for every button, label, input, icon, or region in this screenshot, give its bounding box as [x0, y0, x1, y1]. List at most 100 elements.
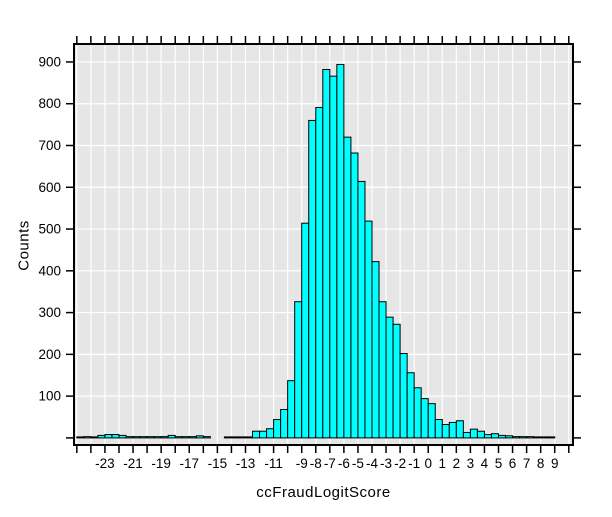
x-axis-title: ccFraudLogitScore [256, 484, 391, 501]
histogram-bar [90, 436, 99, 439]
y-tick-label: 900 [38, 54, 61, 69]
histogram-bar [498, 434, 507, 439]
histogram-bar [259, 430, 268, 439]
y-tick-label: 400 [38, 263, 61, 278]
x-tick-label: 1 [439, 456, 447, 471]
histogram-bar [315, 106, 324, 439]
y-tick-label: 500 [38, 222, 61, 237]
histogram-bar [294, 301, 303, 439]
x-tick-label: 7 [523, 456, 531, 471]
y-tick-label: 800 [38, 96, 61, 111]
histogram-bar [378, 301, 387, 439]
y-tick-label: 100 [38, 389, 61, 404]
x-tick-label: -23 [95, 456, 115, 471]
x-tick-label: 8 [537, 456, 545, 471]
histogram-bar [357, 180, 366, 439]
histogram-bar [244, 436, 254, 439]
histogram-bar [111, 434, 120, 439]
histogram-bar [266, 428, 275, 439]
histogram-bar [533, 436, 542, 439]
histogram-bar [322, 68, 331, 439]
histogram-bar [132, 436, 141, 439]
histogram-bar [448, 421, 457, 439]
histogram-bar [441, 424, 450, 439]
histogram-bar [195, 435, 204, 439]
x-tick-label: -4 [366, 456, 378, 471]
x-tick-label: 0 [424, 456, 432, 471]
x-tick-label: -8 [310, 456, 322, 471]
histogram-bar [413, 387, 422, 439]
histogram-bar [202, 436, 211, 439]
histogram-bar [104, 434, 113, 439]
histogram-bar [76, 436, 85, 439]
histogram-bar [273, 419, 282, 439]
histogram-bar [160, 436, 169, 439]
histogram-bar [371, 261, 380, 439]
histogram-bar [434, 419, 443, 439]
histogram-bar [252, 430, 261, 439]
x-tick-label: 3 [467, 456, 475, 471]
histogram-bar [385, 316, 394, 439]
histogram-bar [287, 380, 296, 439]
histogram-bar [139, 436, 148, 439]
histogram-bar [336, 63, 345, 439]
x-tick-label: -2 [394, 456, 406, 471]
histogram-bar [483, 434, 492, 439]
histogram-bar [406, 372, 415, 439]
histogram-bar [462, 431, 471, 439]
histogram-bar [167, 434, 176, 439]
histogram-bar [97, 434, 106, 439]
x-tick-label: -5 [352, 456, 364, 471]
x-tick-label: -21 [123, 456, 143, 471]
histogram-bar [301, 222, 310, 439]
y-tick-label: 600 [38, 180, 61, 195]
histogram-bar [174, 436, 183, 439]
x-tick-label: 4 [481, 456, 489, 471]
histogram-bar [526, 436, 535, 439]
x-tick-label: -19 [151, 456, 171, 471]
histogram-bar [230, 436, 239, 439]
x-tick-label: -1 [408, 456, 420, 471]
histogram-bar [188, 436, 197, 439]
x-tick-label: -7 [324, 456, 336, 471]
histogram-bar [125, 436, 134, 439]
y-tick-label: 200 [38, 347, 61, 362]
histogram-bar [364, 220, 373, 439]
histogram-bar [83, 436, 92, 439]
histogram-bar [490, 433, 500, 439]
histogram-bar [329, 75, 338, 439]
histogram-bar [118, 434, 127, 439]
x-tick-label: -9 [296, 456, 308, 471]
plot-frame [73, 43, 574, 446]
histogram-bar [455, 420, 464, 439]
histogram-bar [547, 436, 556, 439]
histogram-bar [308, 119, 317, 439]
x-tick-label: -6 [338, 456, 350, 471]
x-tick-label: -3 [380, 456, 392, 471]
y-tick-label: 300 [38, 305, 61, 320]
x-tick-label: 9 [551, 456, 559, 471]
x-tick-label: 6 [509, 456, 517, 471]
histogram-bar [280, 408, 289, 439]
y-tick-label: 700 [38, 138, 61, 153]
x-tick-label: -17 [180, 456, 200, 471]
histogram-bar [237, 436, 246, 439]
histogram-bar [153, 436, 162, 439]
histogram-bar [519, 436, 528, 439]
histogram-bar [181, 436, 190, 439]
histogram-bar [512, 436, 521, 439]
histogram-bar [392, 323, 401, 439]
histogram-bar [343, 136, 352, 439]
x-tick-label: 2 [453, 456, 461, 471]
histogram-bar [476, 430, 485, 439]
x-tick-label: -13 [236, 456, 256, 471]
histogram-bar [223, 436, 232, 439]
x-tick-label: 5 [495, 456, 503, 471]
histogram-bar [420, 398, 429, 439]
histogram-bar [146, 436, 155, 439]
histogram-bar [469, 428, 478, 439]
histogram-bar [540, 436, 549, 439]
x-tick-label: -11 [264, 456, 283, 471]
